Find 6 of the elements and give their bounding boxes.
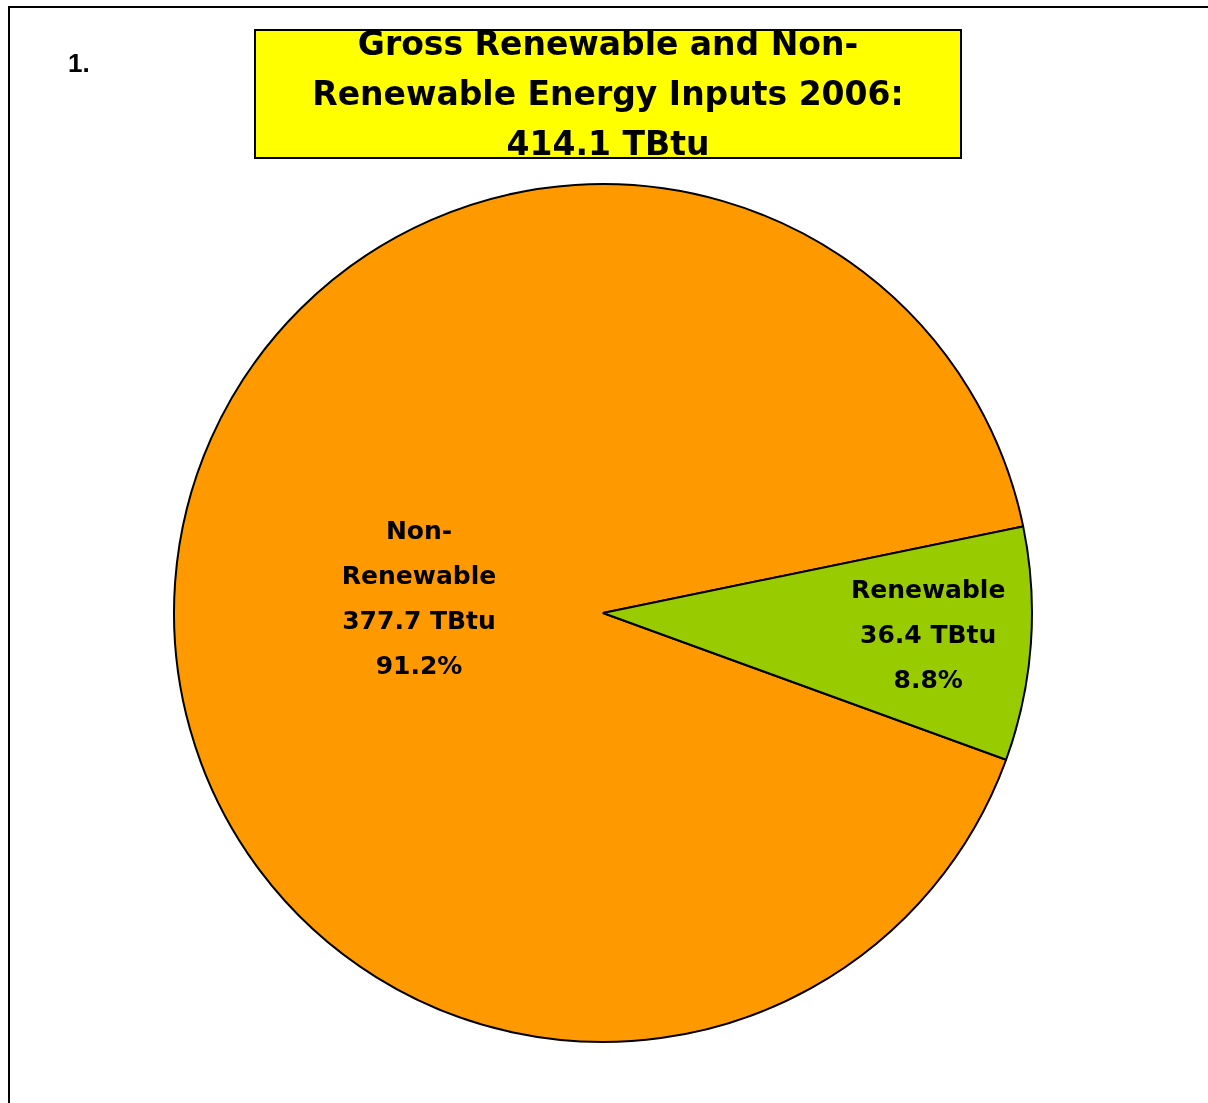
data-label: 377.7 TBtu 91.2%: [342, 605, 496, 680]
slice-label: Non-Renewable: [341, 515, 497, 590]
slice-label: Renewable: [850, 575, 1006, 605]
chart-title: Gross Renewable and Non-Renewable Energy Inputs 2006: 414.1 TBtu: [311, 24, 905, 163]
text: 1.: [68, 48, 90, 79]
data-label: 36.4 TBtu 8.8%: [860, 620, 997, 695]
